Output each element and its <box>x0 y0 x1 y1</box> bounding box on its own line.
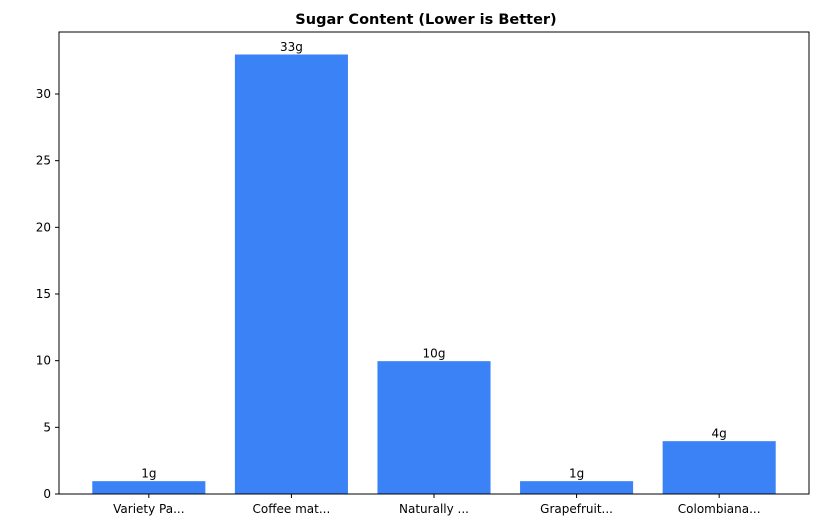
bar-2 <box>376 360 492 495</box>
bar-3 <box>519 480 635 495</box>
data-label-2: 10g <box>423 347 446 361</box>
bar-1 <box>233 53 349 495</box>
data-label-3: 1g <box>569 467 584 481</box>
x-tick-label-4: Colombiana... <box>678 502 761 516</box>
x-tick-label-1: Coffee mat... <box>253 502 331 516</box>
x-tick-label-2: Naturally ... <box>399 502 469 516</box>
y-axis: 0 5 10 15 20 25 30 <box>36 87 59 501</box>
data-label-4: 4g <box>712 427 727 441</box>
data-label-0: 1g <box>141 467 156 481</box>
y-tick-label-1: 5 <box>43 420 51 434</box>
y-tick-label-3: 15 <box>36 287 51 301</box>
plot-frame <box>58 31 810 495</box>
y-tick-label-2: 10 <box>36 354 51 368</box>
data-label-1: 33g <box>280 40 303 54</box>
chart-title: Sugar Content (Lower is Better) <box>295 12 556 28</box>
y-tick-label-5: 25 <box>36 154 51 168</box>
y-tick-label-4: 20 <box>36 220 51 234</box>
y-tick-label-6: 30 <box>36 87 51 101</box>
bar-4 <box>661 440 777 495</box>
data-labels-layer: 1g 33g 10g 1g 4g <box>141 40 727 481</box>
x-axis: Variety Pa... Coffee mat... Naturally ... G… <box>113 494 761 516</box>
y-tick-label-0: 0 <box>43 487 51 501</box>
bars-layer <box>91 53 777 495</box>
x-tick-label-0: Variety Pa... <box>113 502 184 516</box>
bar-0 <box>91 480 207 495</box>
x-tick-label-3: Grapefruit... <box>540 502 613 516</box>
